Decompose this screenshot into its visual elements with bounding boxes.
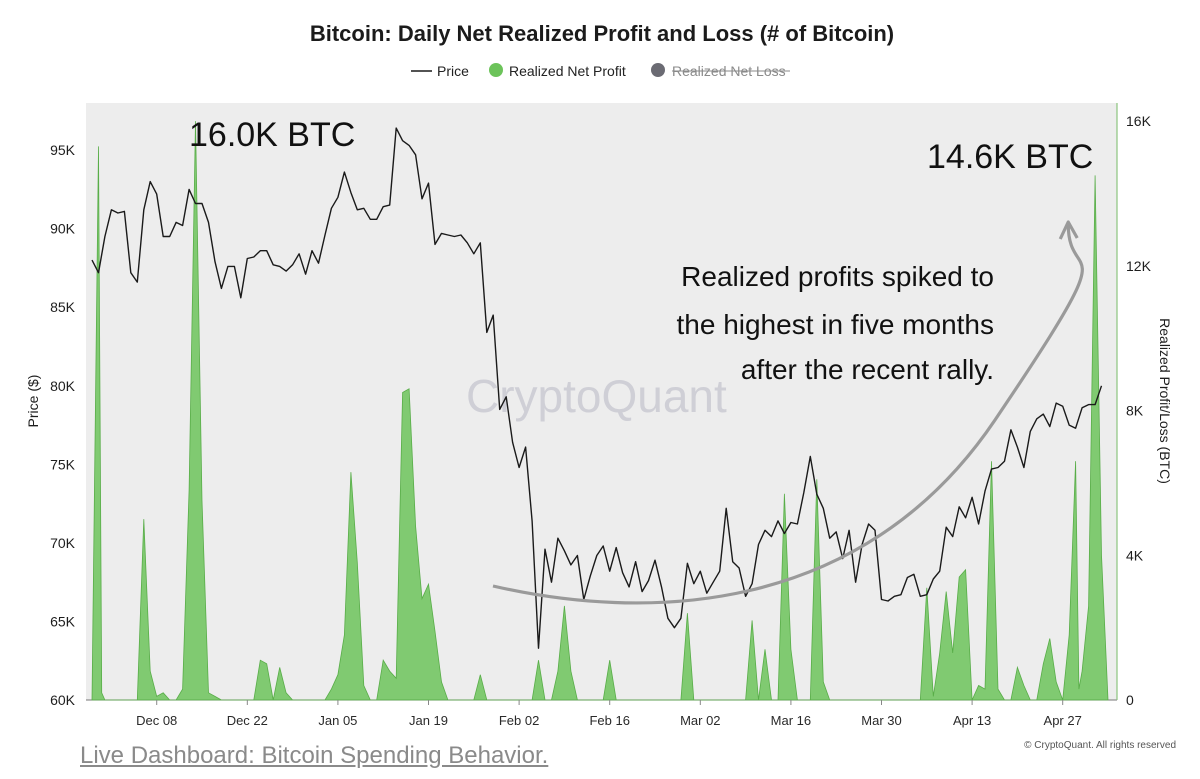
y-left-tick-label: 85K: [50, 299, 76, 315]
x-tick-label: Jan 05: [318, 713, 357, 728]
y-left-axis-label: Price ($): [25, 375, 41, 428]
note-line-1: Realized profits spiked to: [681, 261, 994, 292]
x-tick-label: Apr 13: [953, 713, 991, 728]
trend-arrow-head: [1058, 220, 1079, 240]
x-tick-label: Jan 19: [409, 713, 448, 728]
peak-left-annotation: 16.0K BTC: [189, 116, 355, 154]
note-line-2: the highest in five months: [676, 309, 994, 340]
y-right-axis-label: Realized Profit/Loss (BTC): [1157, 318, 1173, 484]
legend: Price Realized Net Profit Realized Net L…: [411, 63, 790, 79]
y-left-tick-label: 60K: [50, 692, 76, 708]
x-tick-label: Mar 16: [771, 713, 811, 728]
x-tick-label: Feb 02: [499, 713, 539, 728]
chart-title: Bitcoin: Daily Net Realized Profit and L…: [310, 21, 894, 46]
watermark: CryptoQuant: [466, 370, 727, 422]
y-right-tick-label: 16K: [1126, 113, 1152, 129]
peak-right-annotation: 14.6K BTC: [927, 138, 1093, 176]
y-left-tick-label: 80K: [50, 378, 76, 394]
copyright-notice: © CryptoQuant. All rights reserved: [1024, 740, 1176, 751]
y-right-tick-label: 4K: [1126, 547, 1144, 563]
series-price-line: [91, 127, 1103, 649]
legend-profit-label[interactable]: Realized Net Profit: [509, 63, 626, 79]
x-tick-label: Apr 27: [1044, 713, 1082, 728]
y-right-tick-label: 0: [1126, 692, 1134, 708]
y-right-tick-label: 12K: [1126, 258, 1152, 274]
x-tick-label: Mar 30: [861, 713, 901, 728]
series-realized-net-profit-area: [91, 121, 1109, 701]
legend-loss-swatch: [651, 63, 665, 77]
y-left-tick-label: 90K: [50, 221, 76, 237]
y-left-tick-label: 70K: [50, 535, 76, 551]
legend-profit-swatch: [489, 63, 503, 77]
trend-arrow: [492, 223, 1084, 605]
note-line-3: after the recent rally.: [741, 354, 994, 385]
dashboard-link[interactable]: Live Dashboard: Bitcoin Spending Behavio…: [80, 742, 549, 769]
y-left-tick-label: 95K: [50, 142, 76, 158]
y-right-tick-label: 8K: [1126, 403, 1144, 419]
legend-price-label[interactable]: Price: [437, 63, 469, 79]
x-tick-label: Mar 02: [680, 713, 720, 728]
x-tick-label: Dec 22: [227, 713, 268, 728]
y-left-tick-label: 75K: [50, 456, 76, 472]
y-left-tick-label: 65K: [50, 613, 76, 629]
x-tick-label: Dec 08: [136, 713, 177, 728]
x-tick-label: Feb 16: [589, 713, 629, 728]
